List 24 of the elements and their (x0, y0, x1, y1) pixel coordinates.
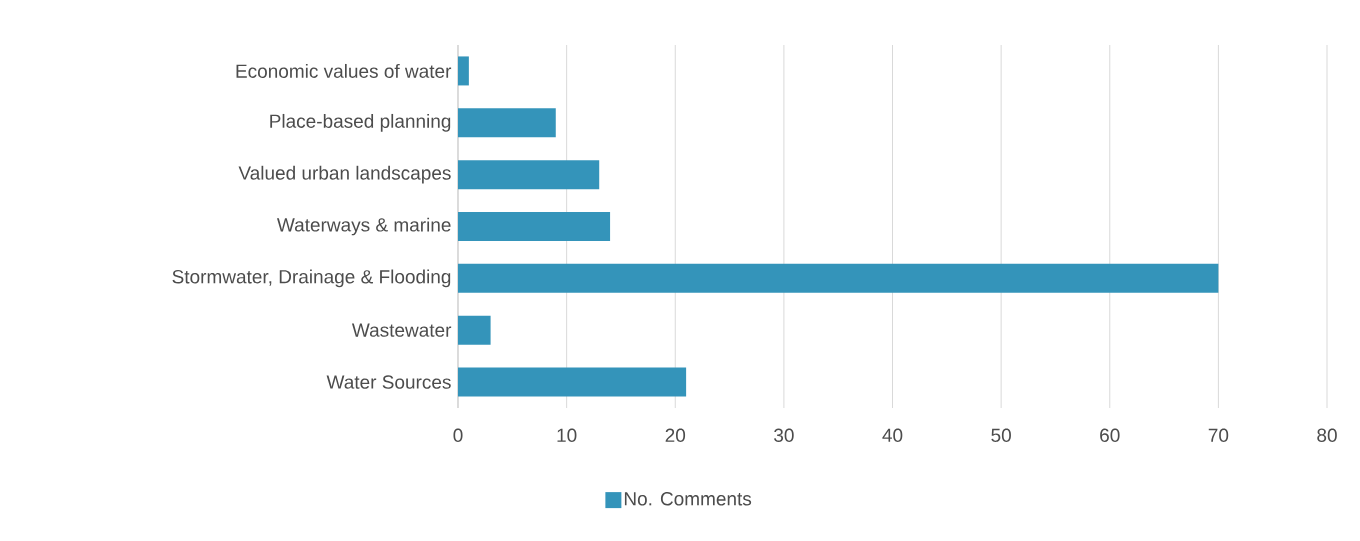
bar (458, 160, 600, 190)
bar (458, 212, 611, 241)
x-tick-label: 30 (774, 428, 794, 442)
bar (458, 367, 687, 397)
x-tick-label: 20 (665, 428, 686, 442)
bar (458, 263, 1219, 293)
bar (458, 108, 556, 138)
x-tick-label: 0 (453, 428, 463, 442)
x-tick-label: 60 (1100, 428, 1120, 442)
y-tick-label: Waterways & marine (276, 217, 451, 236)
y-tick-label: Water Sources (326, 375, 451, 389)
x-tick-label: 70 (1208, 428, 1229, 442)
x-tick-label: 80 (1317, 428, 1337, 442)
x-tick-label: 40 (882, 428, 903, 442)
y-tick-label: Economic values of water (236, 63, 452, 78)
y-tick-label: Stormwater, Drainage & Flooding (172, 269, 451, 288)
bar (458, 315, 491, 345)
legend-label: No. Comments (624, 492, 752, 506)
y-tick-label: Place-based planning (270, 113, 451, 132)
y-tick-label: Valued urban landscapes (238, 165, 451, 184)
x-tick-label: 50 (991, 428, 1011, 442)
y-tick-label: Wastewater (351, 323, 452, 337)
bar (458, 56, 469, 86)
x-tick-label: 10 (557, 428, 577, 442)
